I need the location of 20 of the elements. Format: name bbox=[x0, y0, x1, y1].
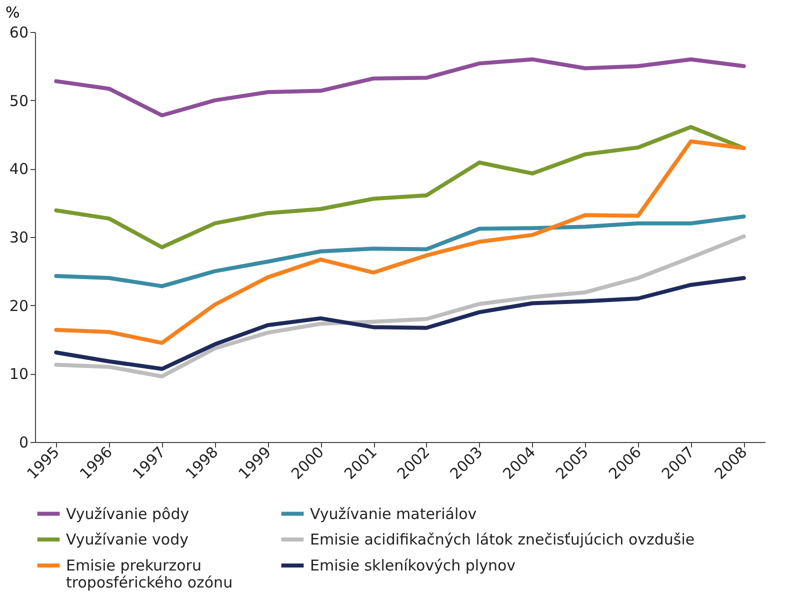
legend-label: Využívanie pôdy bbox=[66, 504, 190, 523]
legend-label: Emisie skleníkových plynov bbox=[310, 556, 516, 574]
y-tick-label: 30 bbox=[9, 228, 28, 246]
legend-label: Emisie prekurzoru troposférického ozónu bbox=[66, 556, 233, 592]
y-tick-label: 0 bbox=[18, 434, 28, 452]
legend-label: Využívanie materiálov bbox=[310, 504, 477, 523]
y-tick-label: 40 bbox=[9, 160, 28, 178]
y-tick-label: 20 bbox=[9, 296, 28, 315]
line-series bbox=[54, 214, 746, 288]
y-tick-label: 50 bbox=[9, 92, 28, 110]
y-tick-label: 10 bbox=[9, 365, 28, 384]
line-series bbox=[54, 57, 746, 118]
legend-label: Využívanie vody bbox=[66, 530, 189, 548]
line-series bbox=[54, 276, 746, 371]
line-series bbox=[54, 124, 746, 250]
y-tick-label: 60 bbox=[9, 24, 28, 42]
y-axis-title: % bbox=[6, 4, 20, 22]
line-series bbox=[54, 234, 746, 378]
line-series bbox=[54, 139, 746, 345]
legend-label: Emisie acidifikačných látok znečisťujúcich ovzdušie bbox=[310, 530, 695, 548]
